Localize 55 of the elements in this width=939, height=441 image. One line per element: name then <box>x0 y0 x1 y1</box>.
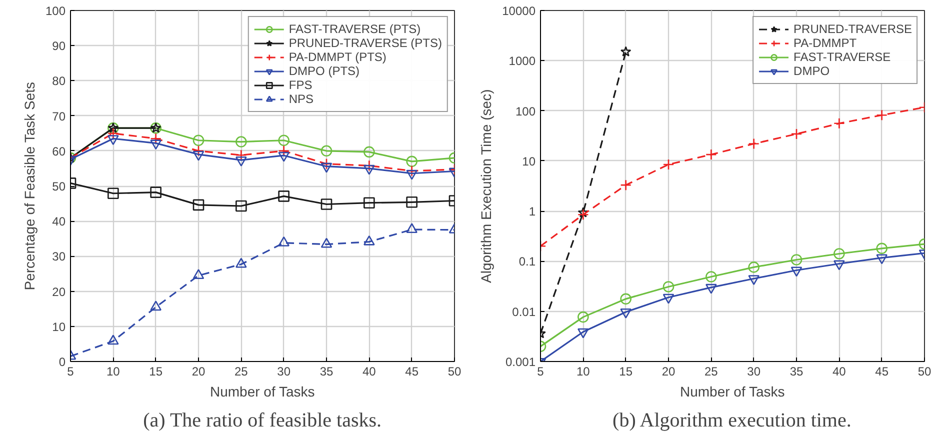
y-tick-label: 40 <box>52 214 66 229</box>
x-tick-label: 50 <box>918 364 932 378</box>
x-axis-title: Number of Tasks <box>210 384 315 400</box>
y-tick-label: 70 <box>52 109 66 124</box>
y-tick-label: 80 <box>52 74 66 88</box>
y-tick-label: 100 <box>45 4 66 18</box>
legend-label: PRUNED-TRAVERSE (PTS) <box>288 36 442 50</box>
y-tick-label: 30 <box>52 250 66 264</box>
x-tick-label: 30 <box>277 364 291 378</box>
legend-label: DMPO <box>794 64 830 78</box>
x-tick-label: 35 <box>790 364 804 378</box>
x-tick-label: 5 <box>67 364 74 378</box>
legend-label: PRUNED-TRAVERSE <box>794 22 912 36</box>
x-tick-label: 15 <box>619 364 633 378</box>
x-tick-label: 40 <box>832 364 846 378</box>
x-tick-label: 45 <box>405 364 419 378</box>
x-tick-label: 30 <box>747 364 761 378</box>
text: (b) Algorithm execution time. <box>612 410 852 432</box>
y-tick-label: 10000 <box>502 4 536 18</box>
text: (a) The ratio of feasible tasks. <box>143 410 382 432</box>
y-tick-label: 1 <box>528 204 536 219</box>
x-tick-label: 5 <box>537 364 544 378</box>
legend-label: FPS <box>288 78 312 92</box>
y-tick-label: 50 <box>52 180 66 194</box>
x-tick-label: 50 <box>448 364 462 378</box>
y-tick-label: 10 <box>522 154 536 168</box>
x-tick-label: 10 <box>576 364 590 378</box>
y-tick-label: 0.1 <box>518 254 536 269</box>
x-tick-label: 20 <box>192 364 206 378</box>
y-axis-title: Algorithm Execution Time (sec) <box>478 89 494 283</box>
x-tick-label: 45 <box>875 364 889 378</box>
x-tick-label: 20 <box>662 364 676 378</box>
x-tick-label: 35 <box>320 364 334 378</box>
x-tick-label: 25 <box>704 364 718 378</box>
y-tick-label: 60 <box>52 144 66 158</box>
y-tick-label: 0.001 <box>505 355 536 369</box>
y-tick-label: 0 <box>58 355 66 369</box>
y-tick-label: 0.01 <box>512 304 536 319</box>
legend-label: FAST-TRAVERSE <box>794 50 891 64</box>
y-tick-label: 10 <box>52 320 66 334</box>
legend-label: DMPO (PTS) <box>288 64 360 78</box>
y-tick-label: 1000 <box>508 54 536 68</box>
y-axis-title: Percentage of Feasible Task Sets <box>21 82 38 290</box>
x-tick-label: 40 <box>362 364 376 378</box>
y-tick-label: 90 <box>52 39 66 54</box>
y-tick-label: 20 <box>52 284 66 299</box>
legend-label: NPS <box>288 92 314 106</box>
x-tick-label: 10 <box>106 364 120 378</box>
legend-label: FAST-TRAVERSE (PTS) <box>288 22 421 36</box>
y-tick-label: 100 <box>515 104 536 118</box>
x-tick-label: 15 <box>149 364 163 378</box>
x-tick-label: 25 <box>234 364 248 378</box>
legend-label: PA-DMMPT (PTS) <box>288 50 386 64</box>
x-axis-title: Number of Tasks <box>680 384 785 400</box>
legend-label: PA-DMMPT <box>794 36 857 50</box>
